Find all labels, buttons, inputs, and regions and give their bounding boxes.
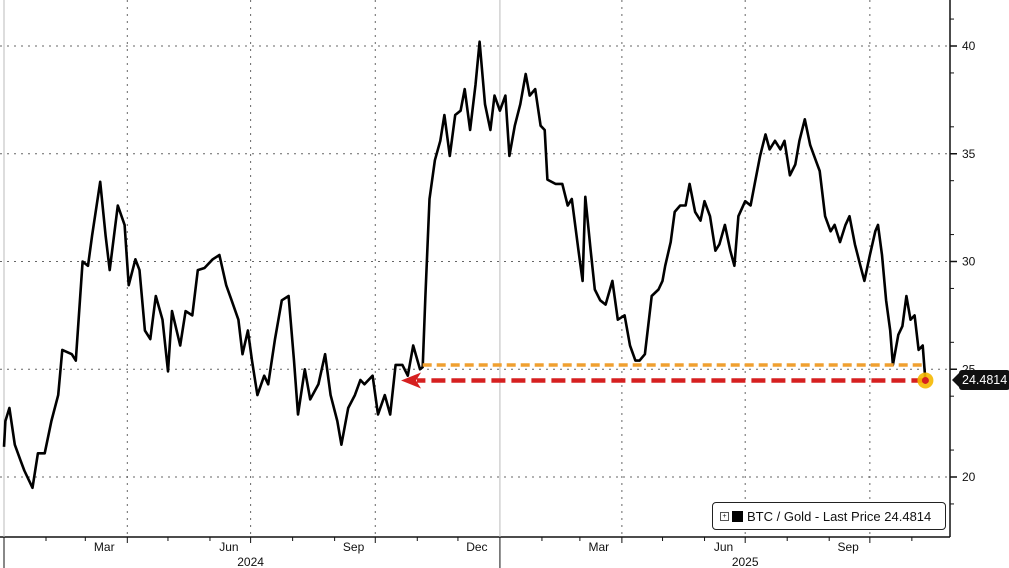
legend-label: BTC / Gold - Last Price 24.4814 (747, 508, 932, 524)
x-year-label: 2024 (237, 555, 264, 568)
x-year-label: 2025 (732, 555, 759, 568)
x-tick-label: Mar (94, 540, 115, 554)
y-tick-label: 40 (962, 39, 976, 53)
x-tick-label: Sep (343, 540, 365, 554)
series-line-btc-gold (2, 40, 927, 490)
legend[interactable]: + BTC / Gold - Last Price 24.4814 (712, 502, 946, 530)
x-tick-label: Sep (837, 540, 859, 554)
expand-icon[interactable]: + (720, 511, 729, 521)
x-tick-label: Dec (466, 540, 487, 554)
y-tick-label: 20 (962, 470, 976, 484)
y-tick-label: 35 (962, 147, 976, 161)
x-tick-label: Mar (589, 540, 610, 554)
last-price-tag: 24.4814 (951, 370, 1009, 390)
legend-swatch (732, 510, 743, 522)
x-tick-label: Jun (219, 540, 238, 554)
x-tick-label: Jun (714, 540, 733, 554)
end-marker-dot (921, 376, 929, 384)
y-tick-label: 30 (962, 255, 976, 269)
red-arrowhead-icon (401, 372, 422, 389)
